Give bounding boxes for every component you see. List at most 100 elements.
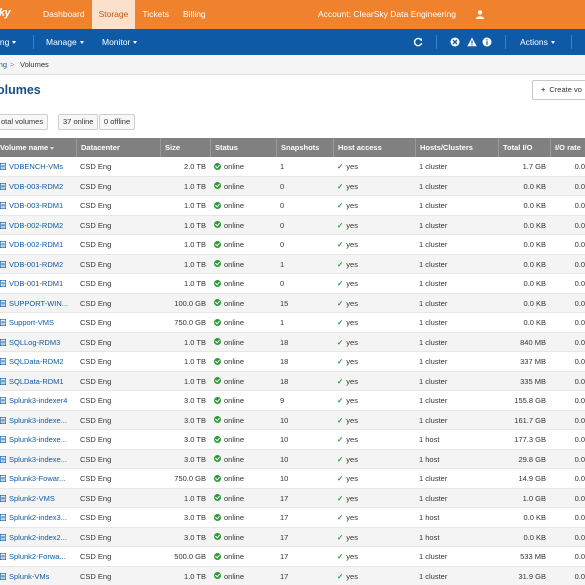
host-access-text: yes — [346, 240, 358, 249]
total-io-cell: 29.8 GB — [518, 454, 546, 464]
warning-icon[interactable] — [467, 37, 477, 47]
total-io-cell: 335 MB — [520, 376, 546, 386]
account-label[interactable]: Account: ClearSky Data Engineering — [318, 9, 456, 19]
size-cell: 3.0 TB — [184, 454, 206, 464]
total-io-cell: 0.0 KB — [523, 181, 546, 191]
volume-name-link[interactable]: Splunk2-index3... — [9, 513, 67, 522]
volume-name-link[interactable]: VDB-001-RDM2 — [9, 259, 64, 269]
datacenter-cell: CSD Eng — [80, 357, 112, 366]
volume-name-link[interactable]: VDB-003-RDM2 — [9, 181, 64, 191]
table-row[interactable]: Splunk2-VMS CSD Eng 1.0 TB online 17 ✓ yes 1 cl… — [0, 488, 585, 508]
table-row[interactable]: SUPPORT-WIN... CSD Eng 100.0 GB online 15 ✓ ye… — [0, 293, 585, 313]
column-header-hosts-clusters[interactable]: Hosts/Clusters — [415, 138, 498, 157]
volume-name-link[interactable]: SQLData-RDM2 — [9, 357, 64, 366]
size-cell: 1.0 TB — [184, 279, 206, 288]
table-row[interactable]: VDB-001-RDM2 CSD Eng 1.0 TB online 1 ✓ yes 1 cl… — [0, 254, 585, 274]
refresh-icon[interactable] — [413, 37, 423, 47]
nav-billing[interactable]: Billing — [182, 9, 206, 19]
filter-all-volumes[interactable]: otal volumes — [0, 114, 49, 130]
manage-menu[interactable]: Manage — [46, 29, 84, 55]
status-cell: online — [214, 177, 276, 196]
status-cell: online — [214, 157, 276, 176]
volume-name-link[interactable]: SQLLog-RDM3 — [9, 337, 61, 347]
nav-dashboard[interactable]: Dashboard — [43, 9, 85, 19]
volume-icon — [0, 436, 6, 443]
nav-storage[interactable]: Storage — [91, 0, 136, 29]
datacenter-cell: CSD Eng — [80, 571, 112, 581]
volume-name-link[interactable]: Support-VMS — [9, 318, 55, 327]
table-row[interactable]: VDB-001-RDM1 CSD Eng 1.0 TB online 0 ✓ yes 1 cl… — [0, 274, 585, 294]
volume-name-link[interactable]: Splunk3-indexer4 — [9, 396, 68, 405]
volume-name-link[interactable]: Splunk3-indexe... — [9, 454, 67, 464]
clearsky-logo[interactable]: Sky — [0, 7, 11, 19]
storage-menu[interactable]: ing — [0, 29, 17, 55]
status-cell: online — [214, 216, 276, 235]
filter-offline[interactable]: 0 offline — [99, 114, 136, 130]
table-row[interactable]: Splunk3-Fowar... CSD Eng 750.0 GB online 10 ✓… — [0, 469, 585, 489]
column-header-io-rate[interactable]: I/O rate — [550, 138, 585, 157]
breadcrumb-parent-link[interactable]: ing — [0, 60, 8, 69]
column-header-size[interactable]: Size — [160, 138, 210, 157]
table-row[interactable]: Splunk2-Forwa... CSD Eng 500.0 GB online 17 ✓… — [0, 547, 585, 567]
volume-name-link[interactable]: SQLData-RDM1 — [9, 376, 64, 386]
volume-name-link[interactable]: Splunk3-Fowar... — [9, 474, 66, 483]
table-row[interactable]: Splunk2-index3... CSD Eng 3.0 TB online 17 ✓ y… — [0, 508, 585, 528]
monitor-menu[interactable]: Monitor — [102, 29, 138, 55]
snapshots-cell: 17 — [280, 532, 289, 542]
host-access-text: yes — [346, 376, 358, 386]
table-row[interactable]: VDB-003-RDM1 CSD Eng 1.0 TB online 0 ✓ yes 1 cl… — [0, 196, 585, 216]
toolbar-divider — [571, 35, 572, 49]
user-icon[interactable] — [476, 10, 484, 19]
column-header-host-access[interactable]: Host access — [333, 138, 415, 157]
online-status-icon — [214, 435, 221, 443]
table-row[interactable]: Splunk2-index2... CSD Eng 3.0 TB online 17 ✓ y… — [0, 527, 585, 547]
column-header-status[interactable]: Status — [210, 138, 276, 157]
column-header-snapshots[interactable]: Snapshots — [276, 138, 333, 157]
actions-menu[interactable]: Actions — [520, 29, 555, 55]
volume-name-link[interactable]: Splunk2-Forwa... — [9, 552, 66, 561]
status-cell: online — [214, 547, 276, 566]
table-row[interactable]: Splunk-VMs CSD Eng 1.0 TB online 17 ✓ yes 1 clu… — [0, 566, 585, 585]
table-row[interactable]: Splunk3-indexe... CSD Eng 3.0 TB online 10 ✓ y… — [0, 410, 585, 430]
table-row[interactable]: VDBENCH-VMs CSD Eng 2.0 TB online 1 ✓ yes 1 clu… — [0, 157, 585, 177]
volume-name-link[interactable]: VDBENCH-VMs — [9, 162, 64, 171]
column-header-volume-name[interactable]: Volume name — [0, 138, 76, 157]
volume-name-link[interactable]: Splunk-VMs — [9, 571, 50, 581]
volume-name-link[interactable]: VDB-002-RDM2 — [9, 220, 64, 230]
table-row[interactable]: SQLData-RDM2 CSD Eng 1.0 TB online 18 ✓ yes 1 c… — [0, 352, 585, 372]
volume-name-link[interactable]: VDB-003-RDM1 — [9, 201, 64, 210]
table-row[interactable]: Splunk3-indexe... CSD Eng 3.0 TB online 10 ✓ y… — [0, 430, 585, 450]
column-header-datacenter[interactable]: Datacenter — [76, 138, 160, 157]
status-text: online — [224, 181, 245, 191]
column-header-total-io[interactable]: Total I/O — [498, 138, 550, 157]
volume-name-link[interactable]: Splunk3-indexe... — [9, 415, 67, 425]
total-io-cell: 0.0 KB — [523, 240, 546, 249]
create-volume-button[interactable]: + Create vo — [532, 80, 585, 100]
volume-name-link[interactable]: Splunk2-index2... — [9, 532, 67, 542]
online-status-icon — [214, 474, 221, 482]
table-row[interactable]: SQLData-RDM1 CSD Eng 1.0 TB online 18 ✓ yes 1 c… — [0, 371, 585, 391]
table-row[interactable]: Splunk3-indexer4 CSD Eng 3.0 TB online 9 ✓ yes… — [0, 391, 585, 411]
error-icon[interactable] — [450, 37, 460, 47]
filter-online[interactable]: 37 online — [58, 114, 99, 130]
table-row[interactable]: Splunk3-indexe... CSD Eng 3.0 TB online 10 ✓ y… — [0, 449, 585, 469]
status-cell: online — [214, 255, 276, 274]
volume-name-link[interactable]: VDB-002-RDM1 — [9, 240, 64, 249]
table-row[interactable]: VDB-003-RDM2 CSD Eng 1.0 TB online 0 ✓ yes 1 cl… — [0, 176, 585, 196]
table-row[interactable]: SQLLog-RDM3 CSD Eng 1.0 TB online 18 ✓ yes 1 cl… — [0, 332, 585, 352]
table-row[interactable]: Support-VMS CSD Eng 750.0 GB online 1 ✓ yes 1 c… — [0, 313, 585, 333]
volume-name-link[interactable]: VDB-001-RDM1 — [9, 279, 64, 288]
datacenter-cell: CSD Eng — [80, 396, 112, 405]
nav-tickets[interactable]: Tickets — [142, 9, 169, 19]
volume-name-link[interactable]: SUPPORT-WIN... — [9, 298, 69, 308]
size-cell: 1.0 TB — [184, 240, 206, 249]
size-cell: 1.0 TB — [184, 571, 206, 581]
create-volume-label: Create vo — [549, 85, 582, 94]
table-row[interactable]: VDB-002-RDM2 CSD Eng 1.0 TB online 0 ✓ yes 1 cl… — [0, 215, 585, 235]
table-row[interactable]: VDB-002-RDM1 CSD Eng 1.0 TB online 0 ✓ yes 1 cl… — [0, 235, 585, 255]
breadcrumb-separator: > — [10, 60, 15, 69]
volume-name-link[interactable]: Splunk2-VMS — [9, 493, 55, 503]
volume-name-link[interactable]: Splunk3-indexe... — [9, 435, 67, 444]
size-cell: 1.0 TB — [184, 493, 206, 503]
info-icon[interactable] — [482, 37, 492, 47]
